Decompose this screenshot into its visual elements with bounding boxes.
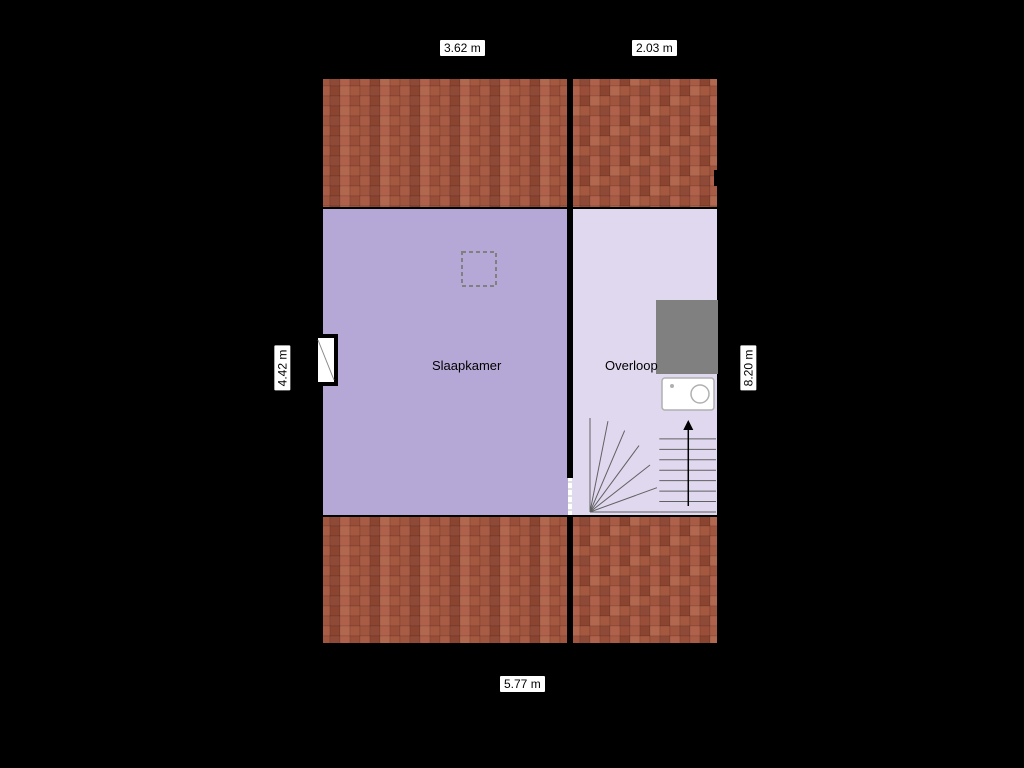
label-slaapkamer: Slaapkamer — [432, 358, 501, 373]
dim-right: 8.20 m — [740, 346, 756, 391]
floorplan-canvas — [0, 0, 1024, 768]
dim-top-left: 3.62 m — [440, 40, 485, 56]
dim-bottom: 5.77 m — [500, 676, 545, 692]
label-overloop: Overloop — [605, 358, 658, 373]
dim-left: 4.42 m — [274, 346, 290, 391]
dim-top-right: 2.03 m — [632, 40, 677, 56]
